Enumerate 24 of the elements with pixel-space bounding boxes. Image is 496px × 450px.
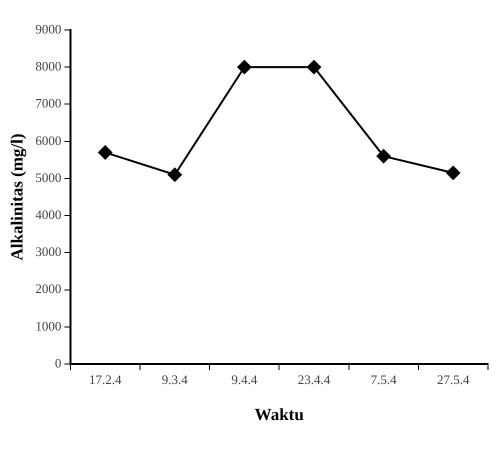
point — [446, 166, 460, 180]
y-tick-label: 0 — [54, 355, 62, 370]
y-tick-label: 3000 — [35, 244, 62, 260]
y-tick-label: 4000 — [35, 206, 62, 222]
point — [376, 149, 391, 164]
x-tick-label: 23.4.4 — [298, 372, 331, 388]
point — [237, 60, 252, 74]
y-tick-label: 9000 — [35, 21, 62, 36]
x-tick-label: 9.4.4 — [231, 372, 258, 388]
y-tick-label: 1000 — [35, 318, 62, 334]
point — [98, 145, 112, 160]
x-tick-label: 9.3.4 — [162, 372, 188, 388]
y-tick-label: 5000 — [35, 170, 62, 185]
y-tick-label: 2000 — [35, 281, 62, 296]
y-tick-label: 6000 — [35, 132, 62, 148]
x-tick-label: 7.5.4 — [370, 372, 398, 388]
y-tick-label: 7000 — [35, 96, 62, 111]
y-tick-label: 8000 — [35, 58, 62, 74]
y-axis-title: Alkalinitas (mg/l) — [8, 133, 27, 261]
x-axis-title: Waktu — [254, 405, 304, 424]
x-tick-label: 27.5.4 — [436, 372, 470, 388]
x-tick-label: 17.2.4 — [88, 372, 122, 388]
point — [168, 168, 182, 182]
point — [307, 60, 321, 74]
